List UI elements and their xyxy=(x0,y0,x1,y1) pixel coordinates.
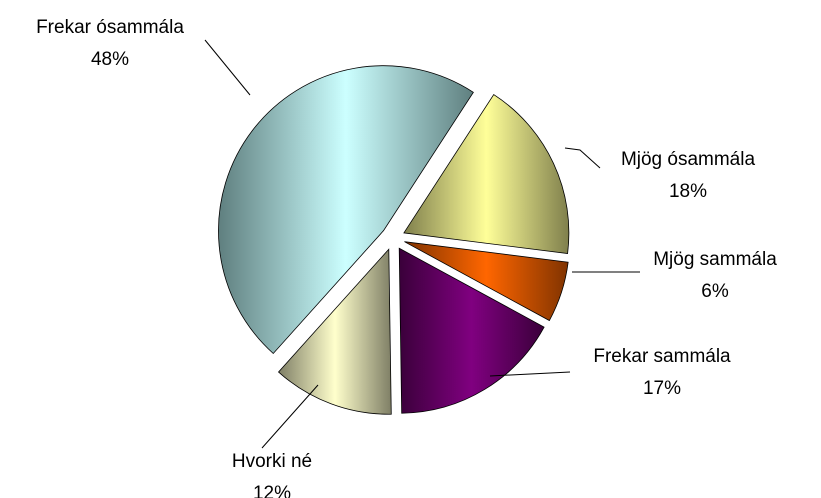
labels: Mjög ósammála 18% Mjög sammála 6% Frekar sam… xyxy=(36,17,777,498)
value-label: 17% xyxy=(643,378,681,399)
value-label: 48% xyxy=(91,49,129,70)
leader-line xyxy=(261,384,319,449)
slice-label: Frekar sammála xyxy=(593,346,731,367)
pie-slice xyxy=(218,65,474,355)
pie-slice xyxy=(404,241,569,322)
value-label: 18% xyxy=(669,181,707,202)
slice-label: Frekar ósammála xyxy=(36,17,184,38)
slice-label: Hvorki né xyxy=(232,451,312,472)
slice-label: Mjög sammála xyxy=(653,249,777,270)
pie xyxy=(218,65,570,415)
pie-slice xyxy=(398,247,545,414)
value-label: 12% xyxy=(253,483,291,498)
pie-slice xyxy=(278,248,392,415)
pie-slice xyxy=(403,94,570,254)
leader-line xyxy=(564,147,601,169)
leader-line xyxy=(489,371,571,377)
slice-label: Mjög ósammála xyxy=(621,149,756,170)
value-label: 6% xyxy=(701,281,729,302)
leader-line xyxy=(204,39,251,96)
